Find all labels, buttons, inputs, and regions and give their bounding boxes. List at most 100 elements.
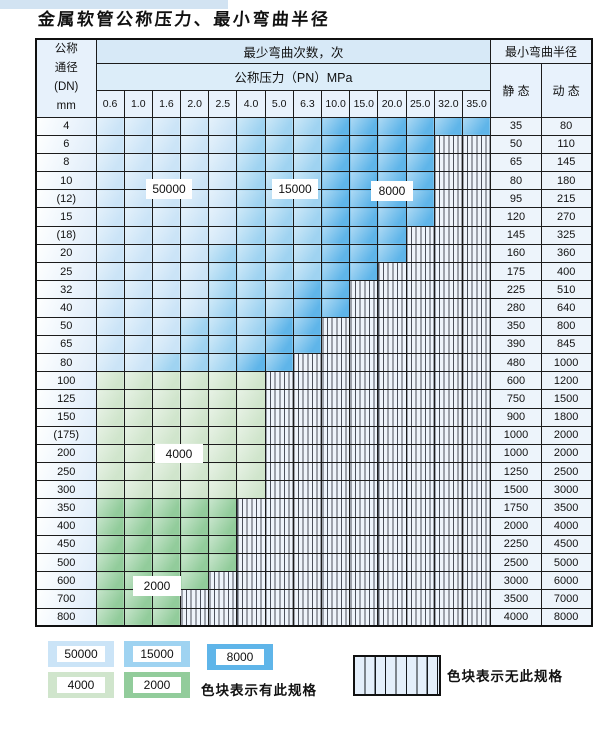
spec-cell-50000	[208, 171, 238, 191]
spec-cell-50000	[95, 116, 125, 136]
no-spec-cell	[461, 316, 492, 336]
spec-cell-8000	[320, 207, 351, 227]
no-spec-cell	[377, 298, 407, 318]
spec-cell-15000	[151, 352, 182, 373]
no-spec-cell	[349, 280, 379, 300]
no-spec-cell	[264, 462, 294, 482]
dynamic-cell: 3500	[540, 498, 593, 518]
spec-cell-50000	[151, 116, 182, 136]
hose-spec-table: 公称 通径 (DN) mm 最少弯曲次数，次 最小弯曲半径 公称压力（PN）MP…	[35, 38, 593, 628]
spec-cell-50000	[123, 243, 153, 264]
corner-line-1: 公称	[54, 43, 78, 56]
spec-cell-50000	[180, 152, 210, 173]
spec-cell-8000	[264, 334, 294, 354]
no-spec-cell	[180, 589, 210, 609]
legend-no-spec-swatch	[353, 655, 441, 696]
table-row: 6 50 110	[35, 134, 593, 154]
dn-cell: 700	[35, 589, 97, 609]
spec-cell-2000	[180, 498, 210, 518]
no-spec-cell	[433, 571, 463, 591]
spec-cell-50000	[123, 207, 153, 227]
spec-cell-15000	[180, 316, 210, 336]
no-spec-cell	[208, 571, 238, 591]
dn-cell: 25	[35, 261, 97, 282]
no-spec-cell	[461, 334, 492, 354]
table-row: 20 160 360	[35, 243, 593, 264]
spec-cell-2000	[95, 516, 125, 536]
table-row: 800 4000 8000	[35, 607, 593, 627]
spec-cell-8000	[292, 316, 323, 336]
spec-cell-8000	[405, 152, 435, 173]
spec-cell-8000	[349, 152, 379, 173]
no-spec-cell	[433, 352, 463, 373]
dynamic-cell: 1200	[540, 371, 593, 391]
no-spec-cell	[461, 298, 492, 318]
pressure-values-header-row: 0.6 1.0 1.6 2.0 2.5 4.0 5.0 6.3 10.0 15.0 20.0 25.0…	[36, 89, 592, 118]
spec-cell-15000	[236, 280, 266, 300]
spec-cell-8000	[405, 207, 435, 227]
dn-cell: 15	[35, 207, 97, 227]
no-spec-cell	[349, 443, 379, 464]
spec-cell-2000	[151, 516, 182, 536]
spec-cell-15000	[236, 152, 266, 173]
table-row: (18) 145 325	[35, 225, 593, 245]
legend-label-8000: 8000	[216, 649, 264, 665]
scan-artifact-strip	[0, 0, 228, 9]
spec-cell-4000	[180, 480, 210, 500]
no-spec-cell	[461, 462, 492, 482]
spec-cell-15000	[208, 261, 238, 282]
spec-cell-15000	[208, 298, 238, 318]
spec-cell-2000	[208, 498, 238, 518]
spec-cell-50000	[180, 225, 210, 245]
table-row: 300 1500 3000	[35, 480, 593, 500]
spec-cell-15000	[236, 134, 266, 154]
spec-cell-2000	[95, 571, 125, 591]
static-cell: 35	[490, 116, 542, 136]
spec-cell-8000	[236, 352, 266, 373]
table-row: 600 3000 6000	[35, 571, 593, 591]
no-spec-cell	[377, 552, 407, 573]
spec-cell-2000	[180, 534, 210, 555]
spec-cell-2000	[95, 498, 125, 518]
dn-cell: 150	[35, 407, 97, 427]
spec-cell-8000	[264, 316, 294, 336]
no-spec-cell	[292, 552, 323, 573]
no-spec-cell	[433, 516, 463, 536]
dn-cell: 10	[35, 171, 97, 191]
dn-cell: (18)	[35, 225, 97, 245]
spec-cell-50000	[95, 316, 125, 336]
spec-cell-4000	[95, 443, 125, 464]
no-spec-cell	[405, 352, 435, 373]
no-spec-cell	[180, 607, 210, 627]
no-spec-cell	[461, 189, 492, 209]
spec-cell-15000	[208, 243, 238, 264]
spec-cell-8000	[292, 334, 323, 354]
legend-label-50000: 50000	[57, 646, 105, 662]
spec-cell-8000	[320, 171, 351, 191]
spec-cell-50000	[151, 152, 182, 173]
spec-cell-50000	[151, 207, 182, 227]
spec-cell-50000	[151, 334, 182, 354]
dynamic-cell: 360	[540, 243, 593, 264]
spec-cell-50000	[123, 225, 153, 245]
spec-cell-50000	[151, 225, 182, 245]
spec-cell-4000	[208, 443, 238, 464]
spec-cell-8000	[349, 243, 379, 264]
no-spec-cell	[236, 498, 266, 518]
spec-cell-4000	[208, 480, 238, 500]
spec-cell-4000	[151, 425, 182, 445]
legend-label-4000: 4000	[57, 677, 105, 693]
spec-cell-2000	[123, 498, 153, 518]
header-row-1: 公称 通径 (DN) mm 最少弯曲次数，次 最小弯曲半径	[35, 38, 593, 118]
spec-cell-50000	[180, 134, 210, 154]
spec-cell-50000	[208, 207, 238, 227]
no-spec-cell	[405, 298, 435, 318]
dynamic-cell: 3000	[540, 480, 593, 500]
no-spec-cell	[405, 280, 435, 300]
spec-cell-4000	[123, 407, 153, 427]
no-spec-cell	[377, 462, 407, 482]
dn-cell: (175)	[35, 425, 97, 445]
no-spec-cell	[405, 225, 435, 245]
static-cell: 145	[490, 225, 542, 245]
no-spec-cell	[264, 425, 294, 445]
